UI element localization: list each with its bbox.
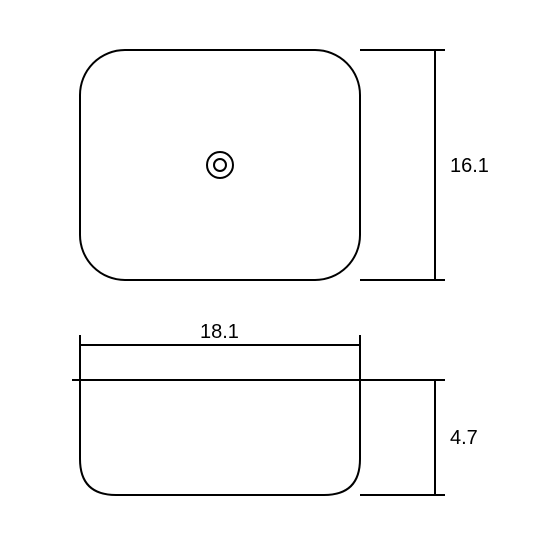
top-view-outline [80, 50, 360, 280]
dim-height-label: 16.1 [450, 155, 489, 177]
dim-width: 18.1 [80, 321, 360, 380]
dim-width-label: 18.1 [200, 321, 239, 343]
dim-depth-label: 4.7 [450, 427, 478, 449]
dim-height: 16.1 [360, 50, 489, 280]
technical-drawing: 16.1 18.1 4.7 [0, 0, 550, 550]
dim-depth: 4.7 [360, 380, 478, 495]
side-view-body [80, 380, 360, 495]
drain-inner [214, 159, 226, 171]
drain-outer [207, 152, 233, 178]
